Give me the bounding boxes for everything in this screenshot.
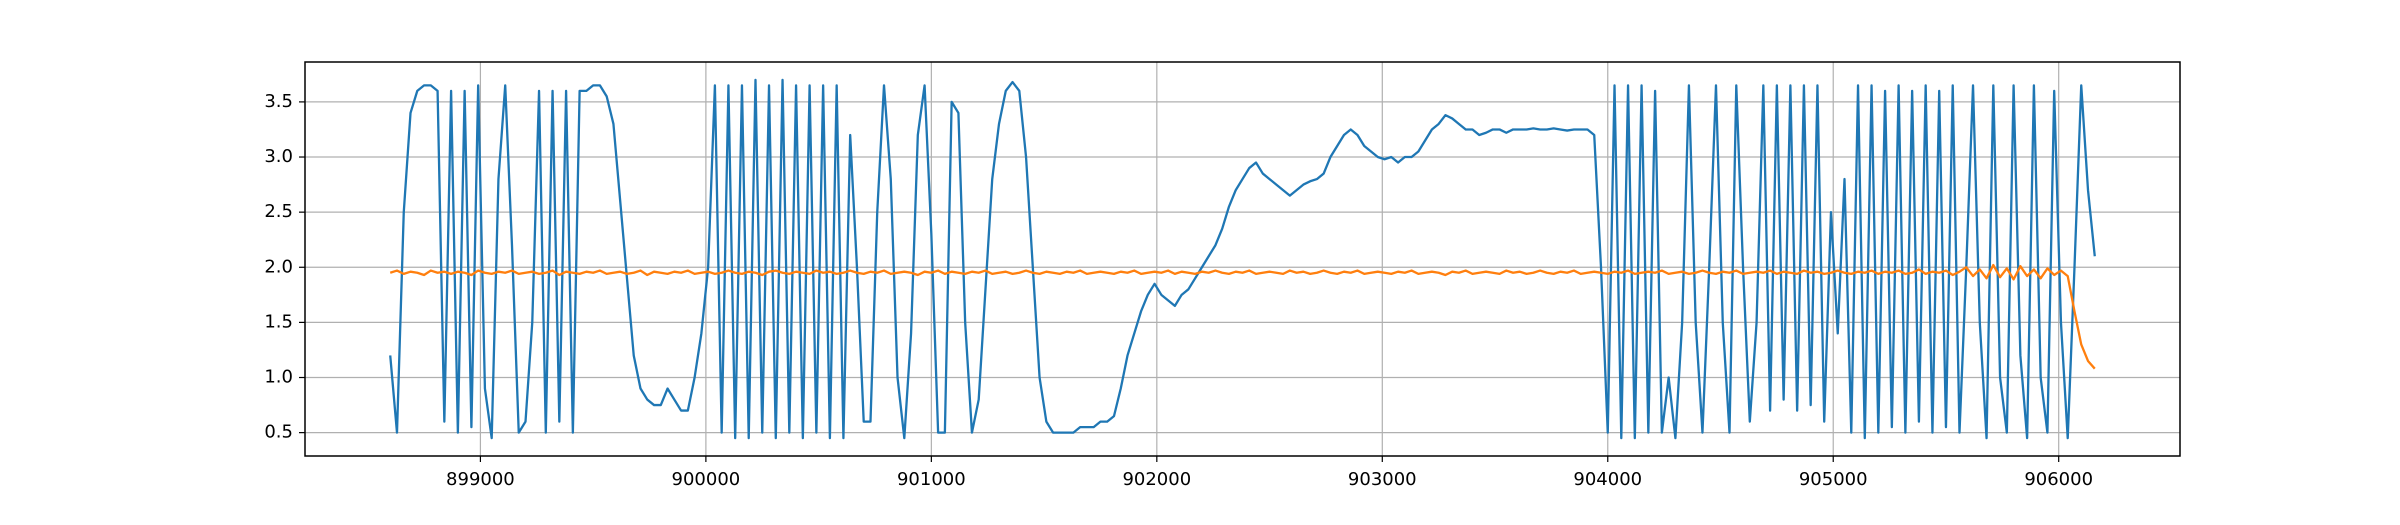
y-tick-label: 2.5: [264, 201, 293, 222]
data-line: [389, 263, 2096, 370]
x-tick-label: 901000: [897, 469, 966, 490]
y-tick-label: 1.0: [264, 367, 293, 388]
x-tick-label: 900000: [672, 469, 741, 490]
x-tick-label: 905000: [1799, 469, 1868, 490]
lines-layer: [389, 78, 2096, 440]
x-tick-label: 904000: [1573, 469, 1642, 490]
x-tick-label: 906000: [2024, 469, 2093, 490]
x-tick-label: 903000: [1348, 469, 1417, 490]
y-tick-label: 2.0: [264, 256, 293, 277]
plot-frame: [304, 61, 2181, 457]
y-tick-label: 3.5: [264, 91, 293, 112]
labels-layer: 0.5 1.0 1.5 2.0 2.5 3.0 3.5 899000 900000 901000 9…: [264, 91, 2093, 490]
y-tick-label: 3.0: [264, 146, 293, 167]
data-line: [389, 78, 2096, 440]
y-tick-label: 1.5: [264, 311, 293, 332]
y-tick-label: 0.5: [264, 422, 293, 443]
x-tick-label: 899000: [446, 469, 515, 490]
x-tick-label: 902000: [1122, 469, 1191, 490]
